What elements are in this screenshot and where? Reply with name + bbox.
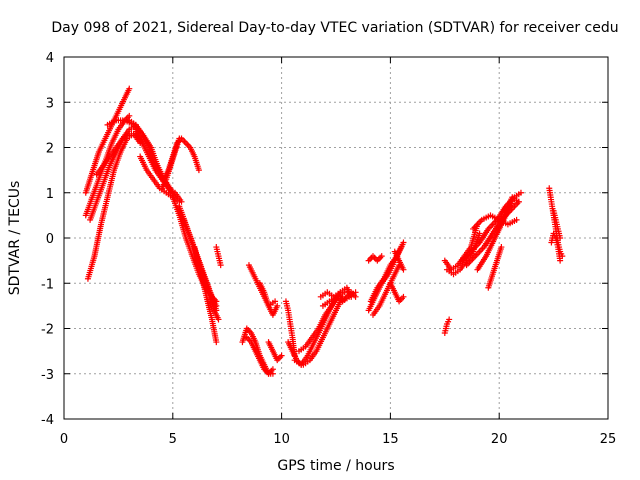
data-point [272,298,279,305]
data-point [557,235,564,241]
data-point [513,216,520,223]
x-tick-label: 15 [382,432,399,447]
data-point [274,302,281,309]
data-point [217,262,224,269]
data-point [515,198,522,205]
y-tick-label: 0 [46,232,54,247]
y-tick-label: 3 [46,96,54,111]
data-point [400,266,407,273]
data-point [476,230,483,237]
x-tick-label: 20 [491,432,508,447]
data-point [446,316,453,323]
y-tick-label: 4 [46,51,54,66]
data-point [126,85,133,92]
data-point [400,293,407,300]
x-tick-label: 5 [169,432,177,447]
x-tick-label: 0 [60,432,68,447]
data-point [213,339,220,346]
data-point [378,253,385,260]
data-point [557,257,564,264]
x-tick-label: 10 [273,432,290,447]
data-point [400,239,407,246]
data-point [352,293,359,300]
y-tick-label: 2 [46,142,54,157]
data-point [195,167,202,174]
data-point [278,352,285,359]
y-tick-label: -2 [41,323,54,338]
data-point [269,366,276,373]
y-axis-label: SDTVAR / TECUs [7,181,23,296]
y-tick-label: -3 [41,368,54,383]
data-point [517,189,524,196]
data-point [215,316,222,323]
y-tick-label: -4 [41,413,54,428]
x-axis-label: GPS time / hours [277,458,394,474]
y-tick-label: 1 [46,187,54,202]
x-tick-label: 25 [600,432,617,447]
y-tick-label: -1 [41,277,54,292]
grid-lines [64,57,608,419]
data-points [82,85,566,377]
axis-ticks: 0 5 10 15 20 25 -4 -3 -2 -1 0 1 2 3 4 [41,51,616,447]
data-point [498,244,505,251]
chart-title: Day 098 of 2021, Sidereal Day-to-day VTE… [51,20,618,36]
data-point [176,135,183,142]
